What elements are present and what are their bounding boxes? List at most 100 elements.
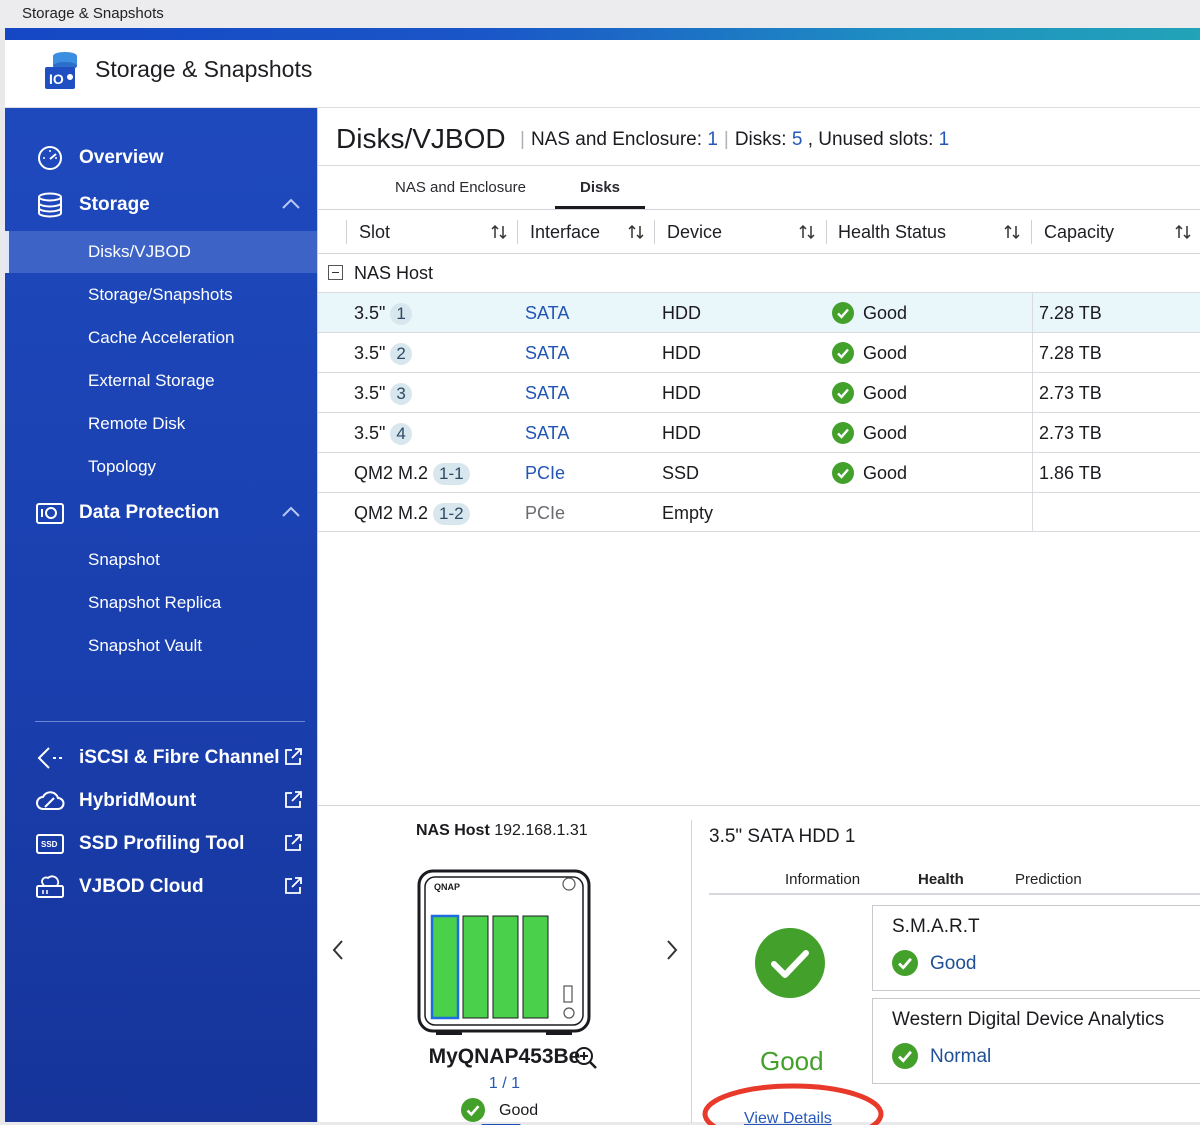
collapse-icon[interactable] [328,265,343,280]
view-details-link[interactable]: View Details [744,1110,832,1125]
table-row[interactable]: 3.5" 3 SATA HDD Good 2.73 TB [318,372,1200,412]
table-row[interactable]: 3.5" 1 SATA HDD Good 7.28 TB [318,292,1200,332]
wdda-status-box: Western Digital Device Analytics Normal [872,998,1200,1084]
column-divider [654,220,655,244]
sidebar: Overview Storage Disks/VJBOD Storage/Sna… [5,108,317,1122]
sidebar-item-label: Snapshot Replica [88,593,222,612]
main-content: Disks/VJBOD | NAS and Enclosure: 1 | Disks:… [317,108,1200,1125]
sidebar-item-label: Topology [88,457,157,476]
sidebar-item-ssd-profiling[interactable]: SSD SSD Profiling Tool [5,824,317,864]
sidebar-item-remote-disk[interactable]: Remote Disk [5,403,317,445]
sidebar-item-storage-snapshots[interactable]: Storage/Snapshots [5,274,317,316]
zoom-in-icon[interactable] [574,1046,598,1070]
page-header: Disks/VJBOD | NAS and Enclosure: 1 | Disks:… [318,108,1200,166]
sidebar-item-cache-acceleration[interactable]: Cache Acceleration [5,317,317,359]
sidebar-item-label: Storage/Snapshots [88,285,233,304]
page-stats: | NAS and Enclosure: 1 | Disks: 5 , Unused … [520,129,950,150]
sidebar-item-snapshot-vault[interactable]: Snapshot Vault [5,625,317,667]
sidebar-item-data-protection[interactable]: Data Protection [5,493,317,533]
sidebar-item-storage[interactable]: Storage [5,185,317,225]
column-divider [826,220,827,244]
app-header: IO Storage & Snapshots [5,40,1200,108]
sidebar-item-hybridmount[interactable]: HybridMount [5,781,317,821]
external-link-icon[interactable] [283,747,303,767]
slot-cell: 3.5" 4 [354,423,412,445]
slot-badge: 1-1 [433,463,470,485]
sidebar-item-vjbod-cloud[interactable]: VJBOD Cloud [5,867,317,907]
capacity-cell: 2.73 TB [1039,383,1102,403]
sidebar-item-overview[interactable]: Overview [5,138,317,178]
sidebar-item-label: External Storage [88,371,215,390]
table-row[interactable]: 3.5" 4 SATA HDD Good 2.73 TB [318,412,1200,452]
tab-prediction[interactable]: Prediction [1015,871,1082,888]
device-health: Good [499,1102,539,1119]
external-link-icon[interactable] [283,790,303,810]
chevron-up-icon[interactable] [281,505,301,519]
sort-icon[interactable] [1174,223,1192,241]
tab-disks[interactable]: Disks [580,179,621,196]
sidebar-item-label: Disks/VJBOD [88,242,191,261]
capacity-cell: 2.73 TB [1039,423,1102,443]
sidebar-item-label: VJBOD Cloud [79,876,204,897]
unused-label: , Unused slots: [807,129,934,150]
external-link-icon[interactable] [283,876,303,896]
external-link-icon[interactable] [283,833,303,853]
nas-device-image[interactable]: QNAP [416,868,592,1038]
slot-cell: QM2 M.2 1-2 [354,503,470,525]
column-header-capacity[interactable]: Capacity [1044,222,1115,242]
interface-cell[interactable]: SATA [525,343,570,363]
unused-count: 1 [938,129,950,150]
sidebar-item-snapshot[interactable]: Snapshot [5,539,317,581]
column-header-slot[interactable]: Slot [359,222,391,242]
sidebar-item-label: Storage [79,194,150,215]
disk-title: 3.5" SATA HDD 1 [709,826,856,847]
camera-icon [36,503,64,524]
sidebar-item-label: SSD Profiling Tool [79,833,245,854]
host-label: NAS Host 192.168.1.31 [416,822,588,840]
interface-cell[interactable]: SATA [525,303,570,323]
ssd-icon: SSD [36,834,64,854]
interface-cell[interactable]: PCIe [525,463,566,483]
panel-divider [691,820,692,1123]
column-header-health[interactable]: Health Status [838,222,947,242]
tab-health[interactable]: Health [918,871,964,888]
slot-cell: 3.5" 2 [354,343,412,365]
accent-bar [5,28,1200,40]
storage-snapshots-icon: IO [45,52,77,89]
sort-icon[interactable] [627,223,645,241]
interface-cell[interactable]: SATA [525,423,570,443]
capacity-cell: 1.86 TB [1039,463,1102,483]
table-row[interactable]: QM2 M.2 1-2 PCIe Empty [318,492,1200,532]
column-divider [1032,293,1033,332]
sort-icon[interactable] [490,223,508,241]
sidebar-item-topology[interactable]: Topology [5,446,317,488]
column-header-device[interactable]: Device [667,222,723,242]
enclosure-count: 1 [707,129,718,150]
device-cell: HDD [662,423,701,443]
table-row[interactable]: QM2 M.2 1-1 PCIe SSD Good 1.86 TB [318,452,1200,492]
sort-icon[interactable] [798,223,816,241]
column-divider [1031,220,1032,244]
column-divider [1032,373,1033,412]
check-circle-icon [832,342,854,364]
slot-badge: 2 [390,343,412,365]
active-tab-indicator [555,206,645,209]
interface-cell[interactable]: SATA [525,383,570,403]
group-row-nas-host[interactable]: NAS Host [318,254,1200,292]
tab-nas-enclosure[interactable]: NAS and Enclosure [395,179,526,196]
column-divider [517,220,518,244]
column-divider [1032,333,1033,372]
smart-title: S.M.A.R.T [892,916,980,937]
chevron-left-icon[interactable] [330,938,346,962]
sidebar-item-iscsi[interactable]: iSCSI & Fibre Channel [5,738,317,778]
sidebar-item-external-storage[interactable]: External Storage [5,360,317,402]
chevron-up-icon[interactable] [281,197,301,211]
sidebar-item-snapshot-replica[interactable]: Snapshot Replica [5,582,317,624]
table-row[interactable]: 3.5" 2 SATA HDD Good 7.28 TB [318,332,1200,372]
tab-information[interactable]: Information [785,871,861,888]
column-divider [1032,453,1033,492]
column-header-interface[interactable]: Interface [530,222,601,242]
chevron-right-icon[interactable] [664,938,680,962]
sidebar-item-disks-vjbod[interactable]: Disks/VJBOD [5,231,317,273]
sort-icon[interactable] [1003,223,1021,241]
